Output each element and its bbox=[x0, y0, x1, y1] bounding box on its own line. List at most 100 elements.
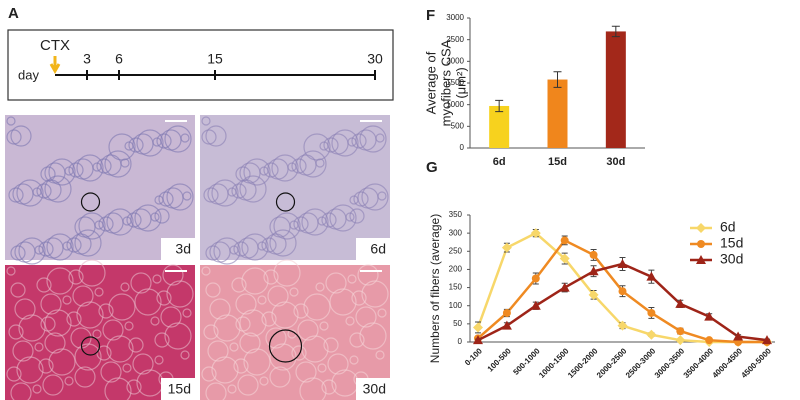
tissue-texture bbox=[345, 212, 355, 222]
tissue-texture bbox=[156, 133, 172, 149]
tissue-texture bbox=[291, 158, 307, 174]
tissue-texture bbox=[231, 183, 247, 199]
tissue-texture bbox=[233, 241, 249, 257]
tissue-texture bbox=[271, 301, 299, 329]
tissue-texture bbox=[48, 158, 76, 186]
tissue-texture bbox=[377, 191, 387, 201]
tissue-texture bbox=[38, 241, 54, 257]
tissue-texture bbox=[349, 332, 365, 348]
tissue-texture bbox=[164, 125, 192, 153]
tissue-texture bbox=[6, 129, 22, 145]
tissue-texture bbox=[361, 280, 389, 308]
tissue-texture bbox=[375, 350, 385, 360]
tissue-texture bbox=[10, 382, 32, 400]
tissue-texture bbox=[257, 295, 267, 305]
tissue-texture bbox=[233, 358, 249, 374]
tissue-texture bbox=[301, 208, 329, 236]
tissue-texture bbox=[321, 379, 337, 395]
tissue-texture bbox=[317, 363, 327, 373]
tissue-texture bbox=[126, 212, 142, 228]
panel-label: G bbox=[426, 159, 438, 176]
timeline-axis-label: day bbox=[18, 67, 39, 82]
tissue-texture bbox=[16, 356, 44, 384]
tissue-texture bbox=[120, 282, 130, 292]
tissue-texture bbox=[102, 319, 124, 341]
marker bbox=[530, 228, 541, 239]
histology-image bbox=[5, 265, 195, 400]
tissue-texture bbox=[38, 358, 54, 374]
tissue-texture bbox=[295, 361, 317, 383]
tissue-texture bbox=[331, 129, 359, 157]
tissue-texture bbox=[325, 272, 347, 294]
tissue-texture bbox=[154, 332, 170, 348]
tissue-texture bbox=[345, 316, 355, 326]
tissue-texture bbox=[231, 277, 247, 293]
tissue-texture bbox=[213, 237, 241, 265]
tissue-texture bbox=[76, 154, 104, 182]
tissue-texture bbox=[243, 158, 271, 186]
timeline-tick-label: 15 bbox=[207, 51, 223, 67]
tissue-texture bbox=[211, 179, 239, 207]
tissue-texture bbox=[96, 158, 112, 174]
fiber-outline bbox=[268, 329, 303, 363]
y-tick-label: 2000 bbox=[446, 56, 464, 65]
error-bar bbox=[553, 71, 562, 88]
tissue-texture bbox=[32, 384, 42, 394]
tissue-texture bbox=[205, 282, 221, 298]
marker bbox=[646, 329, 657, 340]
tissue-texture bbox=[201, 366, 217, 382]
tissue-texture bbox=[10, 282, 26, 298]
tissue-texture bbox=[72, 285, 94, 307]
tissue-texture bbox=[12, 340, 34, 362]
tissue-texture bbox=[166, 183, 194, 211]
tissue-texture bbox=[289, 287, 299, 297]
tissue-texture bbox=[104, 377, 132, 400]
tissue-texture bbox=[74, 366, 96, 388]
y-tick-label: 3000 bbox=[446, 13, 464, 22]
marker bbox=[697, 240, 705, 248]
tissue-texture bbox=[44, 309, 72, 337]
tissue-texture bbox=[301, 335, 329, 363]
tissue-texture bbox=[273, 259, 301, 287]
y-axis-label: Average of bbox=[423, 51, 438, 114]
tissue-texture bbox=[124, 321, 134, 331]
tissue-texture bbox=[66, 311, 82, 327]
marker bbox=[675, 335, 686, 346]
marker bbox=[675, 298, 686, 308]
tissue-texture bbox=[132, 353, 154, 375]
tissue-texture bbox=[74, 343, 102, 371]
tissue-texture bbox=[303, 293, 331, 321]
tissue-texture bbox=[98, 303, 114, 319]
tissue-texture bbox=[265, 327, 287, 349]
tissue-texture bbox=[263, 269, 279, 285]
tissue-texture bbox=[34, 342, 44, 352]
tissue-texture bbox=[122, 363, 132, 373]
tissue-texture bbox=[241, 267, 269, 295]
marker bbox=[617, 320, 628, 331]
marker bbox=[618, 287, 627, 296]
tissue-texture bbox=[201, 116, 211, 126]
tissue-texture bbox=[76, 301, 104, 329]
tissue-texture bbox=[213, 314, 241, 342]
legend-label: 6d bbox=[720, 219, 736, 235]
tissue-texture bbox=[6, 366, 22, 382]
marker bbox=[559, 253, 570, 264]
tissue-texture bbox=[349, 208, 365, 224]
marker bbox=[733, 331, 744, 341]
y-tick-label: 2500 bbox=[446, 35, 464, 44]
y-tick-label: 100 bbox=[449, 301, 463, 310]
tissue-texture bbox=[18, 237, 46, 265]
marker bbox=[705, 336, 714, 345]
tissue-texture bbox=[6, 266, 16, 276]
tissue-texture bbox=[205, 125, 227, 147]
tissue-texture bbox=[180, 133, 190, 143]
timeline-event: CTX bbox=[40, 37, 70, 54]
tissue-texture bbox=[263, 162, 279, 178]
tissue-texture bbox=[209, 298, 231, 320]
tissue-texture bbox=[237, 374, 259, 396]
y-tick-label: 50 bbox=[453, 319, 462, 328]
marker bbox=[589, 250, 598, 259]
tissue-texture bbox=[152, 274, 162, 284]
image-label-box bbox=[356, 378, 390, 400]
